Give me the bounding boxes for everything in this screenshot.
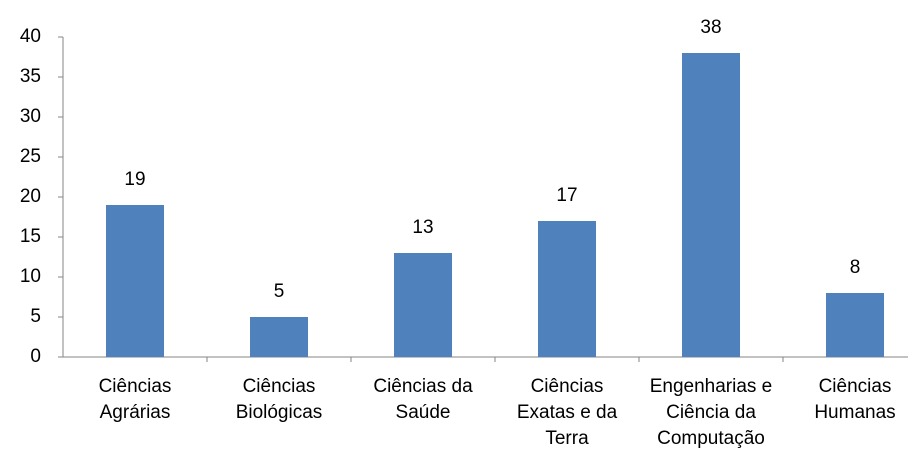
y-tick-label: 25 bbox=[20, 146, 41, 167]
y-tick-label: 5 bbox=[30, 306, 41, 327]
y-tick-label: 10 bbox=[20, 266, 41, 287]
bar bbox=[826, 293, 884, 357]
bar bbox=[394, 253, 452, 357]
data-label: 5 bbox=[274, 281, 285, 302]
data-label: 19 bbox=[124, 169, 145, 190]
data-label: 17 bbox=[556, 185, 577, 206]
x-tick-label: Ciências Exatas e da Terra bbox=[516, 376, 618, 449]
y-tick-label: 20 bbox=[20, 186, 41, 207]
x-tick-label: Ciências da Saúde bbox=[373, 376, 473, 423]
data-label: 13 bbox=[412, 217, 433, 238]
x-tick-label: Ciências Biológicas bbox=[235, 376, 323, 423]
data-label: 38 bbox=[700, 17, 721, 38]
y-tick-label: 0 bbox=[30, 346, 41, 367]
y-tick-label: 15 bbox=[20, 226, 41, 247]
x-tick-label: Ciências Humanas bbox=[814, 376, 896, 423]
x-tick-label: Engenharias e Ciência da Computação bbox=[649, 376, 773, 449]
x-tick-label: Ciências Agrárias bbox=[98, 376, 172, 423]
bar bbox=[106, 205, 164, 357]
bar bbox=[538, 221, 596, 357]
data-label: 8 bbox=[850, 257, 861, 278]
y-tick-label: 40 bbox=[20, 26, 41, 47]
bar bbox=[250, 317, 308, 357]
bar bbox=[682, 53, 740, 357]
y-tick-label: 30 bbox=[20, 106, 41, 127]
y-tick-label: 35 bbox=[20, 66, 41, 87]
